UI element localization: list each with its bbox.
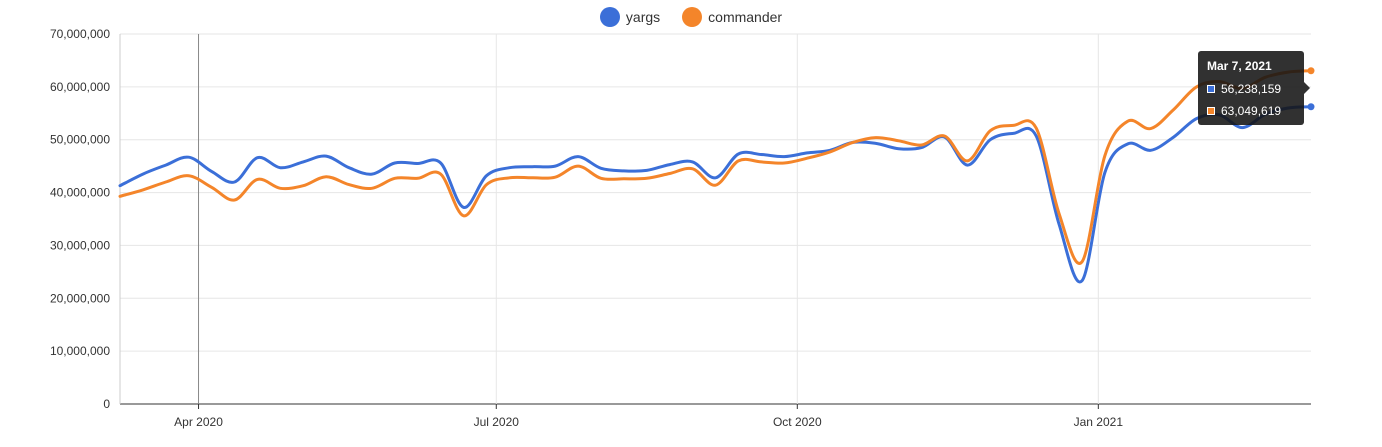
x-tick-label-1: Jul 2020 [474,415,520,429]
tooltip-row-yargs: 56,238,159 [1207,82,1281,96]
y-tick-label-2: 20,000,000 [50,291,110,305]
legend: yargs commander [0,4,1382,30]
grid [119,33,1311,405]
x-tick-label-2: Oct 2020 [773,415,822,429]
y-tick-label-3: 30,000,000 [50,238,110,252]
tooltip: Mar 7, 2021 56,238,159 63,049,619 [1198,51,1310,125]
x-tick-label-3: Jan 2021 [1074,415,1124,429]
tooltip-value-yargs: 56,238,159 [1221,82,1282,96]
tooltip-swatch-yargs [1207,85,1215,93]
y-tick-label-4: 40,000,000 [50,186,110,200]
y-tick-label-7: 70,000,000 [50,27,110,41]
series-line-commander[interactable] [118,69,1313,265]
x-tick-label-0: Apr 2020 [174,415,223,429]
series-lines [118,69,1313,284]
legend-item-commander[interactable]: commander [682,7,782,27]
y-tick-label-0: 0 [103,397,110,411]
series-endpoint-commander[interactable] [1307,67,1315,75]
x-axis: Apr 2020 Jul 2020 Oct 2020 Jan 2021 [174,404,1123,429]
series-endpoint-yargs[interactable] [1307,103,1315,111]
legend-label-yargs: yargs [625,9,661,25]
tooltip-value-commander: 63,049,619 [1221,104,1282,118]
y-axis: 0 10,000,000 20,000,000 30,000,000 40,000,00… [50,27,110,411]
tooltip-date: Mar 7, 2021 [1207,59,1272,73]
legend-label-commander: commander [708,9,783,25]
series-endpoints [1307,67,1315,111]
y-tick-label-6: 60,000,000 [50,80,110,94]
legend-item-yargs[interactable]: yargs [599,7,661,27]
tooltip-row-commander: 63,049,619 [1207,104,1281,118]
legend-swatch-yargs [599,7,620,27]
y-tick-label-5: 50,000,000 [50,133,110,147]
series-line-yargs[interactable] [118,105,1313,284]
legend-swatch-commander [682,7,703,27]
tooltip-swatch-commander [1207,107,1215,115]
y-tick-label-1: 10,000,000 [50,344,110,358]
